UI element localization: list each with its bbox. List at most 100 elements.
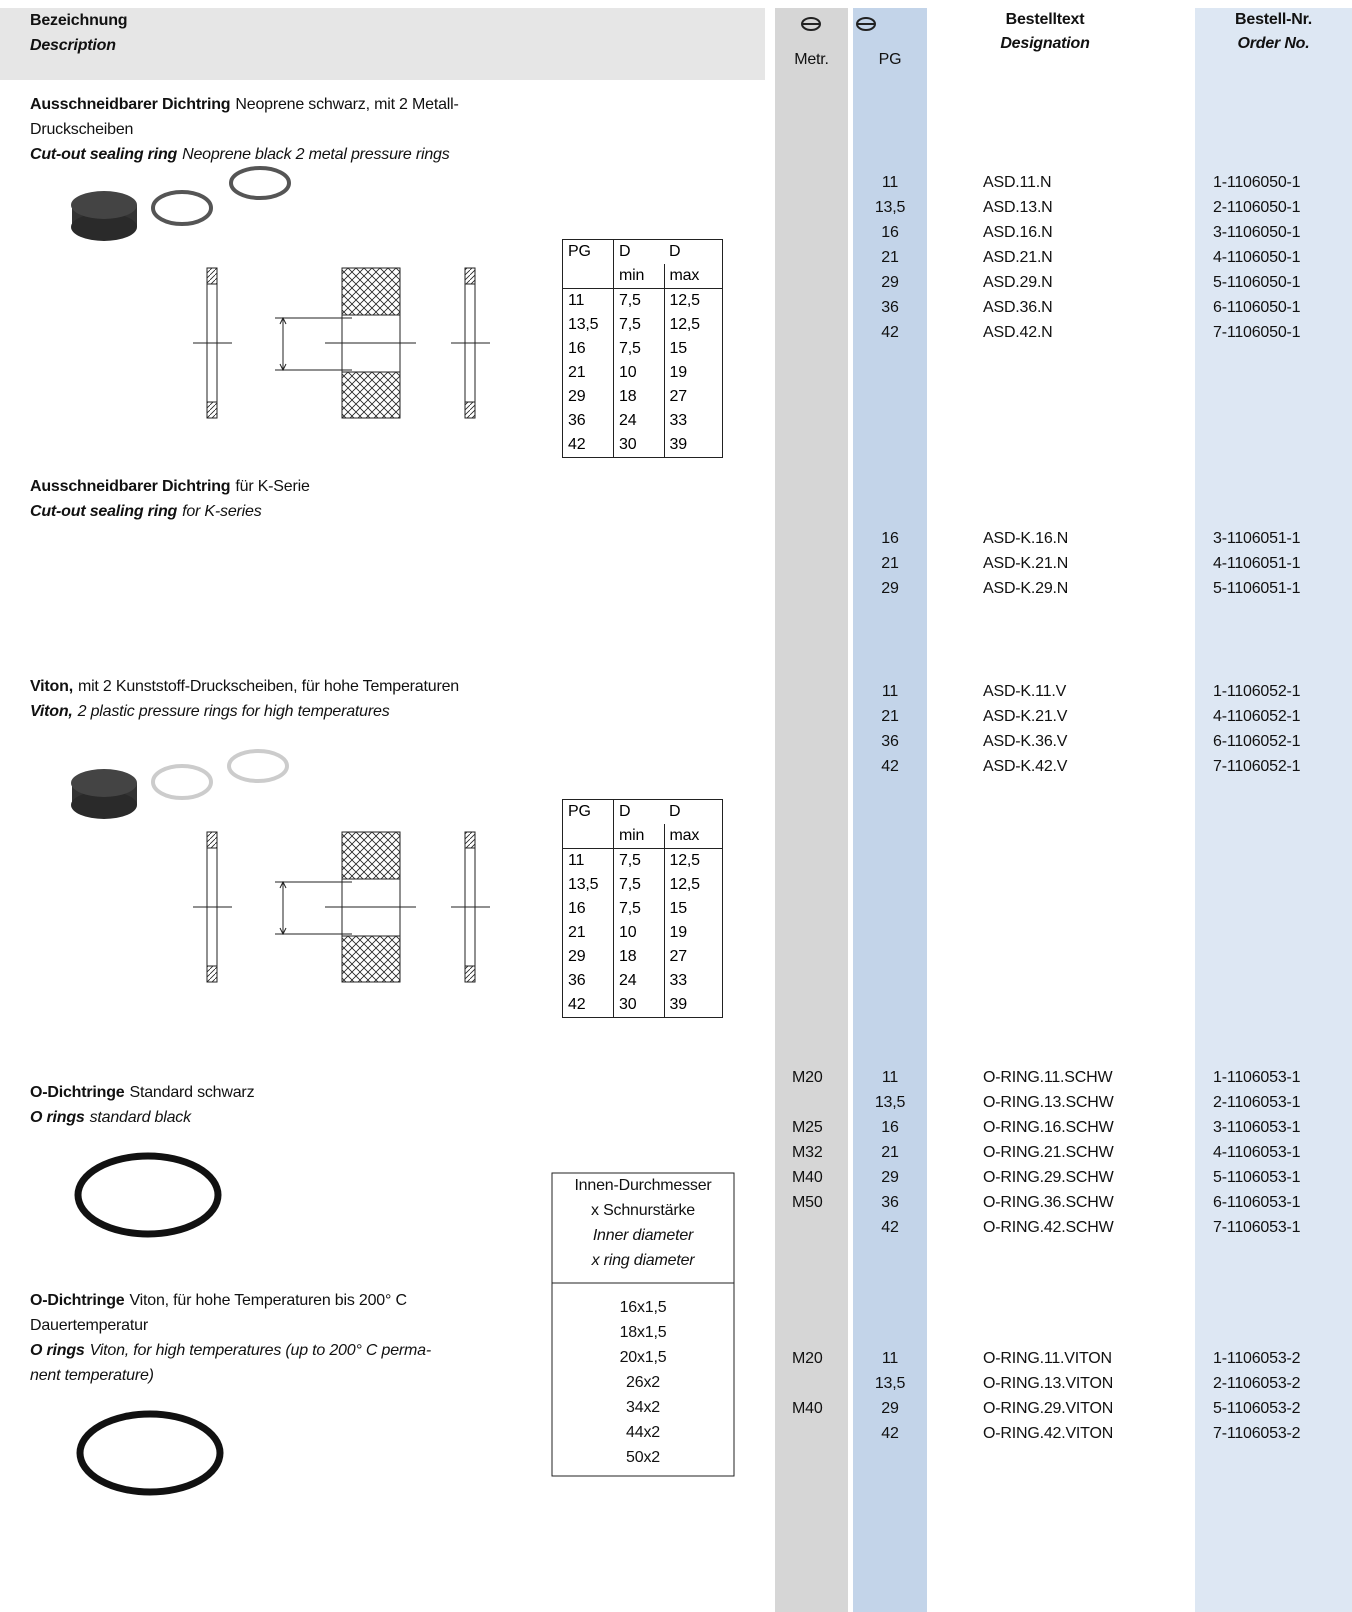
header-cell: D [613,799,664,824]
table-row: 29 18 27 [562,945,723,969]
title-text: nent temperature) [30,1367,154,1384]
order-number: 1-1106050-1 [1213,174,1301,191]
section-title: Ausschneidbarer Dichtring für K-Serie Cut-… [30,474,550,524]
size-value: 34x2 [626,1399,660,1416]
size-value: 20x1,5 [619,1349,667,1366]
designation: O-RING.13.SCHW [983,1094,1114,1111]
order-number: 5-1106050-1 [1213,274,1301,291]
pg-size: 42 [881,758,899,775]
size-header: x Schnurstärke [591,1202,695,1219]
header-cell: min [613,824,664,849]
designation: ASD.16.N [983,224,1053,241]
size-value: 26x2 [626,1374,660,1391]
order-number: 5-1106053-1 [1213,1169,1301,1186]
size-value: 18x1,5 [619,1324,667,1341]
header-label: Metr. [794,51,829,68]
pg-size: 11 [881,1069,899,1086]
order-number: 2-1106053-1 [1213,1094,1301,1111]
order-number: 3-1106050-1 [1213,224,1301,241]
pg-size: 11 [881,174,899,191]
designation: ASD-K.29.N [983,580,1069,597]
product-photo [71,749,289,819]
table-row: 36 24 33 [562,409,723,433]
order-number: 6-1106053-1 [1213,1194,1301,1211]
pg-size: 16 [881,224,899,241]
size-table-frame [551,1172,735,1477]
header-label: Designation [1000,35,1090,52]
metr-size: M20 [792,1069,823,1086]
size-header: x ring diameter [591,1252,695,1269]
order-column [1195,8,1352,1612]
designation: ASD.13.N [983,199,1053,216]
order-number: 7-1106050-1 [1213,324,1301,341]
designation: O-RING.29.VITON [983,1400,1114,1417]
pg-column [853,8,927,1612]
title-line: Cut-out sealing ring Neoprene black 2 met… [30,142,550,167]
designation: ASD.42.N [983,324,1053,341]
table-cell: 39 [663,993,723,1018]
table-subheader: min max [562,824,723,849]
designation: O-RING.11.SCHW [983,1069,1113,1086]
metr-size: M25 [792,1119,823,1136]
header-cell: PG [562,799,614,824]
order-number: 3-1106053-1 [1213,1119,1301,1136]
designation: O-RING.29.SCHW [983,1169,1114,1186]
designation: ASD.21.N [983,249,1053,266]
pg-size: 13,5 [874,1094,906,1111]
title-line: Ausschneidbarer Dichtring Neoprene schwar… [30,92,550,142]
size-header: Inner diameter [592,1227,694,1244]
pg-size: 29 [881,274,899,291]
header-cell: max [663,824,723,849]
table-cell: 18 [613,945,664,969]
pg-size: 13,5 [874,1375,906,1392]
size-value: 44x2 [626,1424,660,1441]
o-ring-photo [76,1410,224,1496]
pg-size: 29 [881,1400,899,1417]
table-cell: 36 [562,409,614,433]
table-cell: 7,5 [613,288,664,313]
order-number: 5-1106051-1 [1213,580,1301,597]
table-cell: 7,5 [613,313,664,337]
title-bold: O-Dichtringe [30,1084,125,1101]
section-title: O-Dichtringe Standard schwarz O rings stand… [30,1080,550,1130]
table-cell: 30 [613,993,664,1018]
table-cell: 11 [562,288,614,313]
pg-size: 16 [881,1119,899,1136]
title-line: Viton, 2 plastic pressure rings for high … [30,699,550,724]
table-cell: 7,5 [613,897,664,921]
header-cell: min [613,264,664,289]
table-cell: 7,5 [613,337,664,361]
table-row: 16 7,5 15 [562,897,723,921]
order-number: 4-1106053-1 [1213,1144,1301,1161]
designation: ASD-K.42.V [983,758,1068,775]
order-number: 6-1106052-1 [1213,733,1301,750]
table-cell: 30 [613,433,664,458]
o-ring-photo [74,1152,222,1238]
title-bold: Ausschneidbarer Dichtring [30,96,231,113]
table-header: PG D D [562,799,723,824]
designation: O-RING.13.VITON [983,1375,1114,1392]
header-label: Order No. [1237,35,1310,52]
size-value: 16x1,5 [619,1299,667,1316]
pg-size: 36 [881,1194,899,1211]
table-row: 21 10 19 [562,921,723,945]
header-label: Bestell-Nr. [1235,11,1312,28]
table-cell: 19 [663,361,723,385]
table-cell: 7,5 [613,848,664,873]
title-bold: O rings [30,1109,85,1126]
pg-size: 13,5 [874,199,906,216]
metr-column [775,8,848,1612]
order-number: 4-1106052-1 [1213,708,1301,725]
pg-size: 21 [881,249,899,266]
order-number: 3-1106051-1 [1213,530,1301,547]
designation: ASD.36.N [983,299,1053,316]
title-text: für K-Serie [235,478,310,495]
table-cell: 10 [613,921,664,945]
title-text: Dauertemperatur [30,1317,148,1334]
header-label: Bezeichnung [30,12,128,29]
table-cell: 39 [663,433,723,458]
pg-size: 21 [881,708,899,725]
technical-drawing [192,267,491,419]
designation: ASD-K.11.V [983,683,1067,700]
